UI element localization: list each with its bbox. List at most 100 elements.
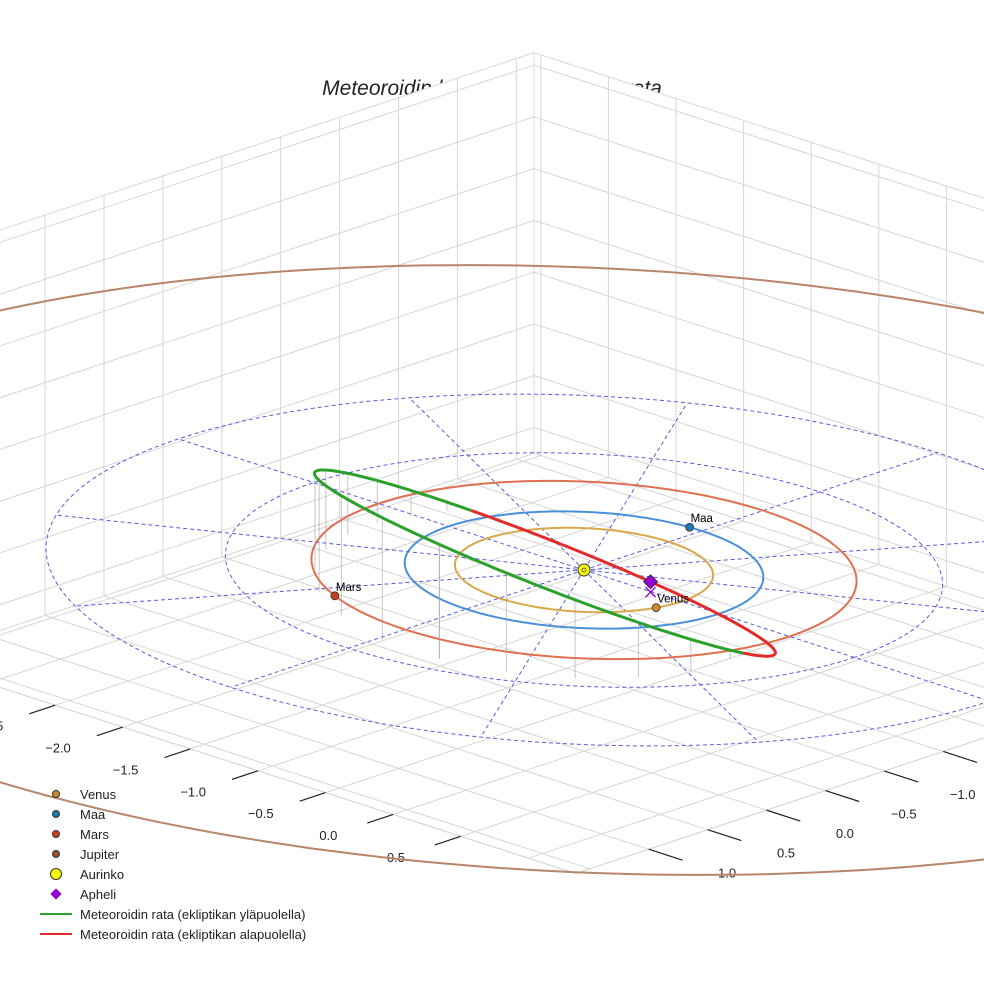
reference-radial-line xyxy=(583,569,759,743)
sun-center xyxy=(581,567,587,573)
reference-radial-line xyxy=(583,402,688,571)
legend-symbol xyxy=(40,790,72,798)
grid-line-y xyxy=(515,58,984,611)
legend-label: Meteoroidin rata (ekliptikan alapuolella… xyxy=(80,926,307,942)
aphelion-marker xyxy=(642,574,659,590)
legend-item: Meteoroidin rata (ekliptikan alapuolella… xyxy=(40,924,380,944)
reference-radial-line xyxy=(583,452,938,571)
grid-line-y xyxy=(103,195,767,811)
axis-ticks: −2.5−2.0−1.5−1.0−0.50.00.5−2.5−2.0−1.5−1… xyxy=(0,704,978,880)
sun-marker xyxy=(577,563,591,577)
grid-line-x xyxy=(55,98,677,706)
grid-line-x xyxy=(0,54,542,636)
grid-line-x xyxy=(393,617,984,815)
legend-label: Mars xyxy=(80,826,109,842)
y-tick-mark xyxy=(766,809,801,822)
grid-line-y xyxy=(44,215,708,831)
grid-line-y xyxy=(0,639,649,850)
orbit-mars xyxy=(310,479,858,661)
reference-radial-line xyxy=(583,541,984,571)
legend-symbol xyxy=(40,830,72,838)
y-tick-label: −0.5 xyxy=(891,807,917,822)
x-tick-mark xyxy=(164,748,191,759)
grid-line-x xyxy=(528,706,984,859)
y-tick-mark xyxy=(648,848,683,861)
reference-radial-line xyxy=(75,569,585,607)
y-tick-mark xyxy=(825,789,860,803)
reference-circles xyxy=(45,393,984,747)
legend-item: Aurinko xyxy=(40,864,380,884)
grid-line-z xyxy=(0,375,984,554)
planet-label-venus: Venus xyxy=(657,594,689,606)
x-tick-label: 0.0 xyxy=(319,828,337,843)
x-tick-mark xyxy=(434,835,461,846)
x-tick-mark xyxy=(29,704,56,715)
grid-line-y xyxy=(162,175,826,792)
grid-line-x xyxy=(190,142,812,750)
y-tick-mark xyxy=(884,770,919,783)
legend-item: Apheli xyxy=(40,884,380,904)
grid-line-y xyxy=(339,117,984,727)
reference-radial-line xyxy=(55,514,585,571)
legend-item: Jupiter xyxy=(40,844,380,864)
aphelion-projection-marker xyxy=(645,586,657,598)
legend-label: Venus xyxy=(80,786,117,802)
x-tick-mark xyxy=(299,792,326,802)
axis-panes xyxy=(0,52,984,875)
x-tick-label: −1.5 xyxy=(113,762,139,777)
x-tick-mark xyxy=(367,813,394,824)
grid-line-x xyxy=(122,120,745,728)
planet-mars xyxy=(330,591,340,601)
reference-radial-line xyxy=(178,438,585,571)
legend-symbol xyxy=(40,868,72,880)
planet-maa xyxy=(685,522,694,532)
legend-label: Aurinko xyxy=(80,866,125,882)
orbit-jupiter xyxy=(0,264,984,876)
orbit-maa xyxy=(403,510,765,630)
axis-edge-y xyxy=(575,737,984,874)
legend-symbol xyxy=(40,850,72,858)
grid-line-y xyxy=(221,156,885,772)
planet-label-maa: Maa xyxy=(691,513,714,525)
grid-line-z xyxy=(0,219,984,399)
y-tick-label: 1.0 xyxy=(718,865,736,880)
x-tick-label: −1.0 xyxy=(180,784,206,799)
x-tick-label: 0.5 xyxy=(387,850,405,865)
y-tick-mark xyxy=(943,750,978,763)
legend-label: Maa xyxy=(80,806,106,822)
grid-lines xyxy=(0,54,984,874)
grid-line-x xyxy=(257,164,880,772)
legend-label: Jupiter xyxy=(80,846,120,862)
grid-line-z xyxy=(0,116,984,295)
meteoroid-orbit-above xyxy=(438,543,744,655)
x-tick-label: −2.5 xyxy=(0,719,3,734)
legend-item: Meteoroidin rata (ekliptikan yläpuolella… xyxy=(40,904,380,924)
orbit-venus xyxy=(453,526,715,614)
y-tick-label: −1.0 xyxy=(950,787,976,802)
grid-line-z xyxy=(0,64,984,243)
reference-radial-line xyxy=(230,569,585,688)
meteoroid-orbit-below xyxy=(470,509,777,658)
legend-label: Apheli xyxy=(80,886,117,902)
grid-line-y xyxy=(0,677,590,870)
reference-radial-line xyxy=(409,397,585,571)
x-tick-label: −0.5 xyxy=(248,806,274,821)
grid-line-x xyxy=(460,662,984,837)
legend: Venus Maa Mars Jupiter Aurinko Apheli Meteoroi… xyxy=(40,784,380,944)
legend-symbol xyxy=(40,810,72,818)
grid-line-y xyxy=(280,136,944,752)
legend-item: Mars xyxy=(40,824,380,844)
legend-symbol xyxy=(40,933,72,935)
legend-label: Meteoroidin rata (ekliptikan yläpuolella… xyxy=(80,906,306,922)
planet-label-mars: Mars xyxy=(336,582,362,594)
grid-line-z xyxy=(0,271,984,450)
planet-orbits xyxy=(0,264,984,876)
y-tick-label: 0.5 xyxy=(777,846,795,861)
grid-line-y xyxy=(456,78,984,650)
legend-item: Venus xyxy=(40,784,380,804)
axis-edge-x xyxy=(0,686,576,874)
legend-item: Maa xyxy=(40,804,380,824)
x-tick-mark xyxy=(96,726,123,737)
meteoroid-orbit-above xyxy=(313,468,472,546)
